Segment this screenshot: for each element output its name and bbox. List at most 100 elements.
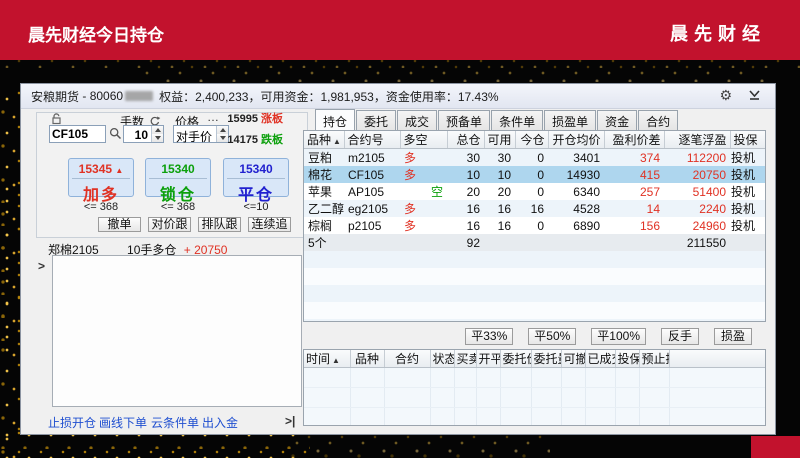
buy-open-label: 加多 xyxy=(82,187,119,204)
col-avg-price[interactable]: 开仓均价 xyxy=(548,131,605,149)
position-row[interactable]: 乙二醇 eg2105 多 16 16 16 4528 14 2240 投机 xyxy=(304,200,765,217)
limit-up-label: 涨板 xyxy=(261,113,283,125)
tab-orders[interactable]: 委托 xyxy=(356,110,397,131)
limit-up-row: 15995 涨板 xyxy=(207,112,283,126)
position-row[interactable]: 豆粕 m2105 多 30 30 0 3401 374 112200 投机 xyxy=(304,148,765,166)
buy-max-label: <= 368 xyxy=(83,201,119,213)
buy-open-button[interactable]: 15345 ▲ 加多 xyxy=(68,158,134,204)
follow-price-button[interactable]: 对价跟 xyxy=(148,217,191,232)
col-order-price[interactable]: 委托价 xyxy=(500,350,532,368)
col-hedge[interactable]: 投保 xyxy=(615,350,640,368)
account-redaction xyxy=(125,91,154,101)
collapse-arrow-icon[interactable]: > xyxy=(38,259,46,273)
expand-arrow-icon[interactable]: >| xyxy=(285,414,296,428)
tab-positions[interactable]: 持仓 xyxy=(315,109,356,131)
col-available[interactable]: 可用 xyxy=(484,131,516,149)
col-contract[interactable]: 合约 xyxy=(384,350,431,368)
col-buy-sell[interactable]: 买卖 xyxy=(454,350,477,368)
price-limits: 15995 涨板 14175 跌板 xyxy=(207,112,283,147)
tab-trades[interactable]: 成交 xyxy=(397,110,438,131)
col-hedge[interactable]: 投保 xyxy=(730,131,765,149)
cell-total: 16 xyxy=(466,218,480,233)
cell-float-profit: 2240 xyxy=(699,201,726,216)
contract-input[interactable] xyxy=(49,125,106,143)
close-33-button[interactable]: 平33% xyxy=(465,328,514,345)
reverse-button[interactable]: 反手 xyxy=(661,328,699,345)
col-filled[interactable]: 已成交 xyxy=(585,350,616,368)
tab-contracts[interactable]: 合约 xyxy=(638,110,679,131)
lock-position-label: 锁仓 xyxy=(159,187,196,204)
spin-down-icon[interactable] xyxy=(152,134,163,142)
col-variety[interactable]: 品种 ▲ xyxy=(304,131,345,149)
col-open-close[interactable]: 开平 xyxy=(476,350,501,368)
chase-order-button[interactable]: 连续追 xyxy=(248,217,291,232)
tab-condition-orders[interactable]: 条件单 xyxy=(491,110,544,131)
col-side[interactable]: 多空 xyxy=(400,131,448,149)
price-spin-up-icon[interactable] xyxy=(217,126,228,134)
spin-up-icon[interactable] xyxy=(152,126,163,134)
close-50-button[interactable]: 平50% xyxy=(528,328,577,345)
cancel-order-button[interactable]: 撤单 xyxy=(98,217,141,232)
col-contract[interactable]: 合约号 xyxy=(344,131,401,149)
stop-open-link[interactable]: 止损开仓 xyxy=(48,416,97,430)
col-spread[interactable]: 盈利价差 xyxy=(604,131,665,149)
close-100-button[interactable]: 平100% xyxy=(591,328,646,345)
unlock-icon[interactable] xyxy=(51,112,63,130)
cell-contract: p2105 xyxy=(348,218,382,233)
limit-down-label: 跌板 xyxy=(261,134,283,146)
gear-icon[interactable]: ⚙ xyxy=(719,88,732,104)
hands-stepper[interactable]: 10 xyxy=(123,125,164,143)
tab-funds[interactable]: 资金 xyxy=(597,110,638,131)
collapse-window-icon[interactable] xyxy=(748,88,761,104)
cell-variety: 棉花 xyxy=(308,168,333,182)
summary-total: 92 xyxy=(466,235,480,250)
cell-today: 16 xyxy=(530,201,544,216)
close-position-button[interactable]: 15340 平仓 xyxy=(223,158,289,204)
tab-stop-profit-orders[interactable]: 损盈单 xyxy=(544,110,597,131)
lock-max-label: <= 368 xyxy=(160,201,196,213)
positions-panel: 持仓 委托 成交 预备单 条件单 损盈单 资金 合约 品种 ▲ 合约号 多空 总仓 xyxy=(303,109,775,435)
price-spin-down-icon[interactable] xyxy=(217,134,228,142)
more-icon[interactable]: … xyxy=(207,110,219,124)
position-row[interactable]: 棕榈 p2105 多 16 16 0 6890 156 24960 投机 xyxy=(304,217,765,234)
titlebar: 安粮期货 - 80060 权益：2,400,233，可用资金：1,981,953… xyxy=(21,84,775,109)
tab-prepared-orders[interactable]: 预备单 xyxy=(438,110,491,131)
col-pre-stop[interactable]: 预止损 xyxy=(639,350,670,368)
line-order-link[interactable]: 画线下单 xyxy=(99,416,148,430)
queue-follow-button[interactable]: 排队跟 xyxy=(198,217,241,232)
cell-total: 16 xyxy=(466,201,480,216)
lock-position-button[interactable]: 15340 锁仓 xyxy=(145,158,211,204)
empty-order-row xyxy=(304,367,765,388)
cell-contract: AP105 xyxy=(348,184,385,199)
col-float-profit[interactable]: 逐笔浮盈 xyxy=(664,131,731,149)
order-list-box[interactable] xyxy=(52,255,302,407)
cell-hedge: 投机 xyxy=(731,202,756,216)
positions-header-row: 品种 ▲ 合约号 多空 总仓 可用 今仓 开仓均价 盈利价差 逐笔浮盈 投保 xyxy=(304,131,765,149)
orders-table: 时间▲ 品种 合约 状态 买卖 开平 委托价 委托量 可撤 已成交 投保 预止损 xyxy=(304,350,765,425)
cell-contract: m2105 xyxy=(348,150,385,165)
col-total[interactable]: 总仓 xyxy=(447,131,485,149)
cell-avg-price: 6340 xyxy=(573,184,600,199)
buy-price: 15345 xyxy=(78,162,113,176)
deposit-withdraw-link[interactable]: 出入金 xyxy=(202,416,239,430)
cell-today: 0 xyxy=(537,218,544,233)
col-variety[interactable]: 品种 xyxy=(350,350,385,368)
close-position-label: 平仓 xyxy=(237,187,274,204)
cell-side: 多 xyxy=(404,151,417,165)
position-row-selected[interactable]: 棉花 CF105 多 10 10 0 14930 415 20750 投机 xyxy=(304,166,765,183)
col-order-qty[interactable]: 委托量 xyxy=(531,350,562,368)
stop-profit-button[interactable]: 损盈 xyxy=(714,328,752,345)
repeat-icon[interactable] xyxy=(149,114,161,132)
cloud-condition-link[interactable]: 云条件单 xyxy=(151,416,200,430)
col-today[interactable]: 今仓 xyxy=(515,131,549,149)
position-row[interactable]: 苹果 AP105 空 20 20 0 6340 257 51400 投机 xyxy=(304,183,765,200)
price-mode-select[interactable]: 对手价 xyxy=(173,125,229,144)
order-entry-panel: 手数 价格 … 10 对手价 xyxy=(21,109,308,435)
col-status[interactable]: 状态 xyxy=(430,350,455,368)
cell-avg-price: 6890 xyxy=(573,218,600,233)
cell-total: 30 xyxy=(466,150,480,165)
col-time[interactable]: 时间 ▲ xyxy=(304,350,351,368)
col-cancelable[interactable]: 可撤 xyxy=(561,350,586,368)
empty-order-row xyxy=(304,387,765,408)
search-icon[interactable] xyxy=(109,127,122,145)
